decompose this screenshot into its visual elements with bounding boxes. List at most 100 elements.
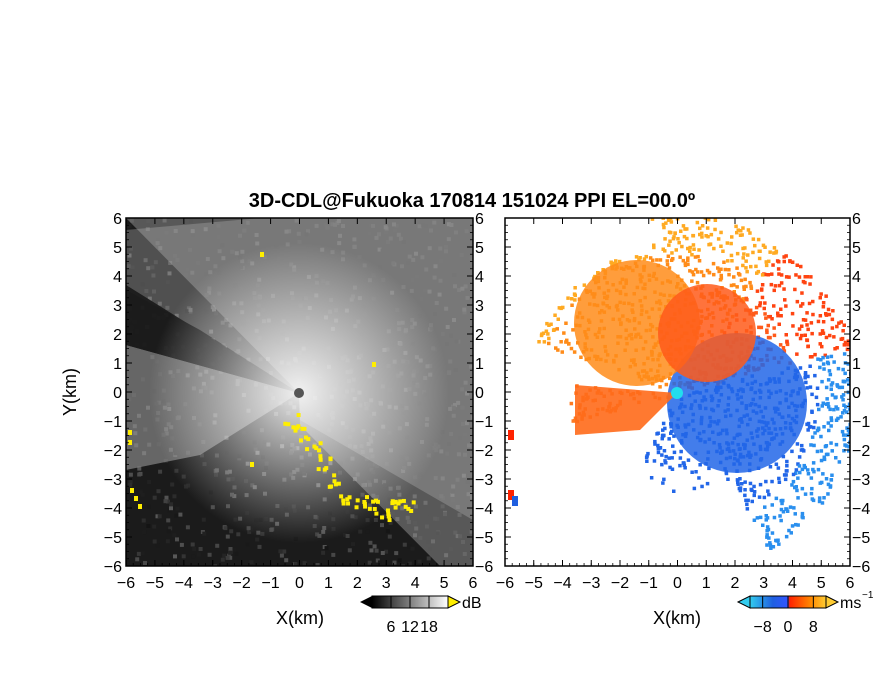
right-velocity-pixel — [788, 505, 793, 509]
left-flag-pixel — [393, 499, 398, 504]
right-velocity-pixel — [777, 542, 781, 546]
right-velocity-pixel — [767, 492, 771, 497]
right-velocity-pixel — [777, 480, 782, 484]
right-velocity-pixel — [567, 342, 571, 346]
right-velocity-pixel — [805, 323, 809, 327]
right-velocity-pixel — [800, 467, 805, 472]
left-noise-pixel — [152, 495, 157, 500]
right-velocity-pixel — [815, 449, 820, 454]
right-velocity-pixel — [752, 493, 756, 498]
right-velocity-pixel — [803, 318, 808, 322]
right-velocity-pixel — [845, 410, 849, 414]
right-velocity-pixel — [700, 484, 704, 489]
right-velocity-pixel — [811, 312, 815, 317]
right-velocity-pixel — [664, 382, 669, 387]
left-noise-pixel — [147, 480, 152, 484]
right-velocity-pixel — [741, 297, 745, 301]
left-noise-pixel — [185, 525, 190, 530]
right-velocity-pixel — [785, 342, 790, 347]
left-noise-pixel — [140, 492, 145, 497]
left-noise-pixel — [380, 551, 385, 555]
right-velocity-pixel — [681, 258, 686, 263]
right-velocity-pixel — [766, 335, 771, 340]
right-velocity-pixel — [803, 372, 808, 377]
right-velocity-pixel — [764, 514, 768, 518]
right-velocity-pixel — [663, 426, 667, 431]
right-velocity-pixel — [772, 251, 776, 255]
right-velocity-pixel — [821, 331, 826, 335]
right-velocity-pixel — [794, 471, 798, 475]
right-velocity-pixel — [818, 365, 822, 370]
right-velocity-pixel — [769, 546, 773, 550]
right-velocity-pixel — [553, 313, 557, 317]
right-velocity-pixel — [552, 327, 557, 332]
right-xtick-label: 6 — [846, 575, 855, 592]
left-noise-pixel — [146, 524, 151, 528]
left-flag-pixel — [336, 481, 341, 486]
right-velocity-pixel — [812, 469, 816, 474]
left-noise-pixel — [163, 499, 168, 504]
left-ytick-label: 3 — [113, 298, 122, 315]
right-velocity-pixel — [716, 237, 721, 241]
left-noise-pixel — [140, 551, 145, 556]
right-velocity-pixel — [814, 395, 819, 400]
left-flag-pixel — [411, 500, 416, 505]
left-flag-pixel — [291, 425, 296, 430]
right-velocity-pixel — [508, 490, 514, 500]
right-velocity-pixel — [824, 313, 829, 317]
right-velocity-pixel — [677, 240, 681, 245]
right-xtick-label: 5 — [817, 575, 826, 592]
right-velocity-pixel — [776, 466, 781, 470]
left-noise-pixel — [168, 526, 173, 531]
right-velocity-pixel — [738, 477, 742, 481]
right-velocity-pixel — [841, 398, 845, 402]
right-velocity-pixel — [820, 344, 824, 349]
right-velocity-pixel — [806, 374, 810, 379]
right-velocity-pixel — [839, 415, 843, 419]
left-ytick-label: −1 — [104, 414, 122, 431]
left-noise-pixel — [228, 555, 233, 560]
right-velocity-pixel — [813, 431, 817, 435]
right-velocity-pixel — [829, 416, 833, 420]
left-noise-pixel — [135, 557, 140, 562]
left-noise-pixel — [146, 266, 151, 271]
left-colorbar: dB 6 12 18 — [360, 595, 482, 636]
right-velocity-pixel — [765, 330, 769, 335]
right-velocity-pixel — [799, 333, 804, 338]
left-noise-pixel — [172, 533, 177, 538]
right-velocity-pixel — [824, 385, 829, 390]
right-velocity-pixel — [681, 224, 686, 228]
left-ytick-label-right: −4 — [475, 501, 493, 518]
left-flag-pixel — [332, 473, 337, 478]
right-velocity-pixel — [745, 502, 749, 507]
right-velocity-pixel — [817, 407, 821, 412]
right-velocity-pixel — [736, 482, 740, 486]
right-heatmap-panel: −6 −5 −4 −3 −2 −1 0 1 2 3 4 5 6 6 5 4 3 2 1 0 −1 −2 −3 −4 −5 −6 — [496, 211, 870, 592]
right-velocity-pixel — [755, 289, 760, 293]
right-velocity-pixel — [772, 304, 776, 308]
left-noise-pixel — [369, 548, 374, 553]
right-velocity-pixel — [840, 385, 845, 390]
right-velocity-pixel — [664, 454, 668, 459]
left-flag-pixels — [128, 252, 416, 523]
right-velocity-pixel — [667, 456, 671, 460]
right-velocity-pixel — [828, 372, 833, 377]
left-noise-pixel — [228, 550, 233, 555]
right-velocity-pixel — [653, 442, 657, 446]
left-flag-pixel — [302, 426, 307, 431]
right-velocity-pixel — [811, 461, 816, 465]
right-velocity-pixel — [698, 226, 702, 231]
right-velocity-pixel — [772, 246, 777, 250]
right-xtick-label: −4 — [553, 575, 571, 592]
right-velocity-pixel — [692, 486, 697, 491]
right-velocity-pixel — [564, 321, 568, 325]
right-velocity-pixel — [642, 257, 647, 261]
right-velocity-pixel — [796, 476, 800, 480]
right-velocity-pixel — [833, 347, 837, 351]
left-noise-pixel — [358, 529, 363, 534]
right-velocity-pixel — [754, 305, 759, 310]
right-velocity-pixel — [793, 287, 797, 292]
right-velocity-pixel — [650, 218, 655, 221]
left-noise-pixel — [401, 564, 406, 566]
right-velocity-pixel — [670, 456, 674, 460]
